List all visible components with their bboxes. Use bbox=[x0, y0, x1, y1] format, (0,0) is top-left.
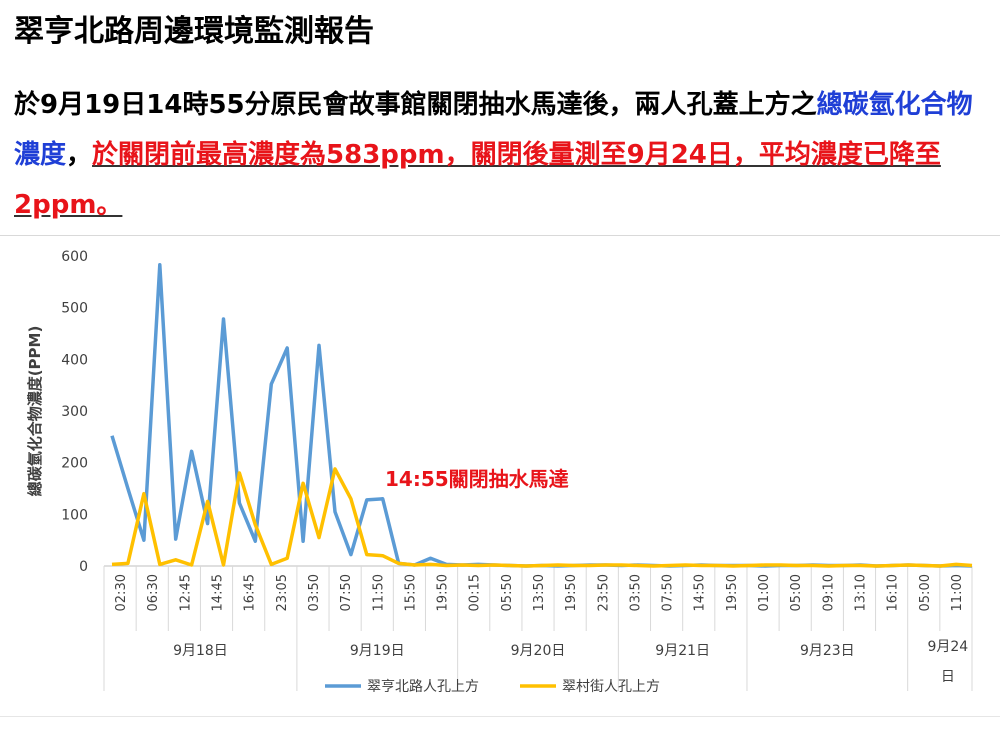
day-label: 9月19日 bbox=[350, 643, 405, 659]
x-tick-label: 11:00 bbox=[950, 574, 965, 611]
x-tick-label: 15:50 bbox=[403, 574, 418, 611]
x-tick-label: 00:15 bbox=[468, 574, 483, 611]
y-tick-label: 600 bbox=[61, 249, 88, 265]
summary-highlight-red: 於關閉前最高濃度為583ppm，關閉後量測至9月24日，平均濃度已降至2ppm。 bbox=[14, 140, 941, 220]
y-tick-label: 400 bbox=[61, 352, 88, 368]
x-tick-label: 07:50 bbox=[339, 574, 354, 611]
y-tick-label: 100 bbox=[61, 507, 88, 523]
x-tick-label: 03:50 bbox=[628, 574, 643, 611]
day-label: 9月21日 bbox=[655, 643, 710, 659]
x-tick-label: 01:00 bbox=[757, 574, 772, 611]
x-tick-label: 23:50 bbox=[596, 574, 611, 611]
x-tick-label: 03:50 bbox=[307, 574, 322, 611]
x-tick-label: 13:10 bbox=[853, 574, 868, 611]
line-chart: 0 100 200 300 400 500 600 總碳氫化合物濃度(PPM) 02:30 06:… bbox=[26, 249, 973, 695]
x-tick-label: 05:00 bbox=[789, 574, 804, 611]
x-tick-label: 12:45 bbox=[178, 574, 193, 611]
summary-text: 於9月19日14時55分原民會故事館關閉抽水馬達後，兩人孔蓋上方之 bbox=[14, 90, 817, 120]
y-tick-label: 300 bbox=[61, 404, 88, 420]
day-label: 9月23日 bbox=[800, 643, 855, 659]
summary-comma: ， bbox=[66, 140, 93, 170]
x-tick-label: 06:30 bbox=[146, 574, 161, 611]
summary-paragraph: 於9月19日14時55分原民會故事館關閉抽水馬達後，兩人孔蓋上方之總碳氫化合物濃… bbox=[14, 80, 986, 230]
x-tick-label: 11:50 bbox=[371, 574, 386, 611]
page-title: 翠亨北路周邊環境監測報告 bbox=[14, 14, 374, 49]
x-tick-label: 19:50 bbox=[436, 574, 451, 611]
x-tick-label: 09:10 bbox=[821, 574, 836, 611]
chart-container: 0 100 200 300 400 500 600 總碳氫化合物濃度(PPM) 02:30 06:… bbox=[0, 235, 1000, 717]
x-tick-label: 13:50 bbox=[532, 574, 547, 611]
x-tick-label: 16:45 bbox=[243, 574, 258, 611]
summary-highlight-blue: 總碳氫化合物濃度 bbox=[14, 90, 973, 170]
x-tick-label: 19:50 bbox=[725, 574, 740, 611]
x-tick-label: 02:30 bbox=[114, 574, 129, 611]
chart-annotation: 14:55關閉抽水馬達 bbox=[385, 467, 569, 491]
y-tick-label: 0 bbox=[79, 559, 88, 575]
y-axis-label: 總碳氫化合物濃度(PPM) bbox=[26, 326, 44, 497]
series-line-1 bbox=[110, 263, 973, 568]
legend-label-1: 翠亨北路人孔上方 bbox=[367, 678, 479, 695]
day-label: 9月24 bbox=[927, 639, 968, 655]
day-label: 9月20日 bbox=[511, 643, 566, 659]
series-line-2 bbox=[111, 467, 973, 568]
x-tick-label: 07:50 bbox=[661, 574, 676, 611]
day-label: 9月18日 bbox=[173, 643, 228, 659]
x-tick-label: 05:50 bbox=[500, 574, 515, 611]
legend-label-2: 翠村街人孔上方 bbox=[562, 679, 660, 695]
x-tick-label: 14:50 bbox=[693, 574, 708, 611]
x-tick-label: 14:45 bbox=[211, 574, 226, 611]
x-tick-label: 16:10 bbox=[886, 574, 901, 611]
day-label-suffix: 日 bbox=[941, 669, 955, 685]
y-tick-label: 500 bbox=[61, 301, 88, 317]
x-tick-label: 23:05 bbox=[275, 574, 290, 611]
x-tick-label: 19:50 bbox=[564, 574, 579, 611]
x-tick-label: 05:00 bbox=[918, 574, 933, 611]
y-tick-label: 200 bbox=[61, 456, 88, 472]
